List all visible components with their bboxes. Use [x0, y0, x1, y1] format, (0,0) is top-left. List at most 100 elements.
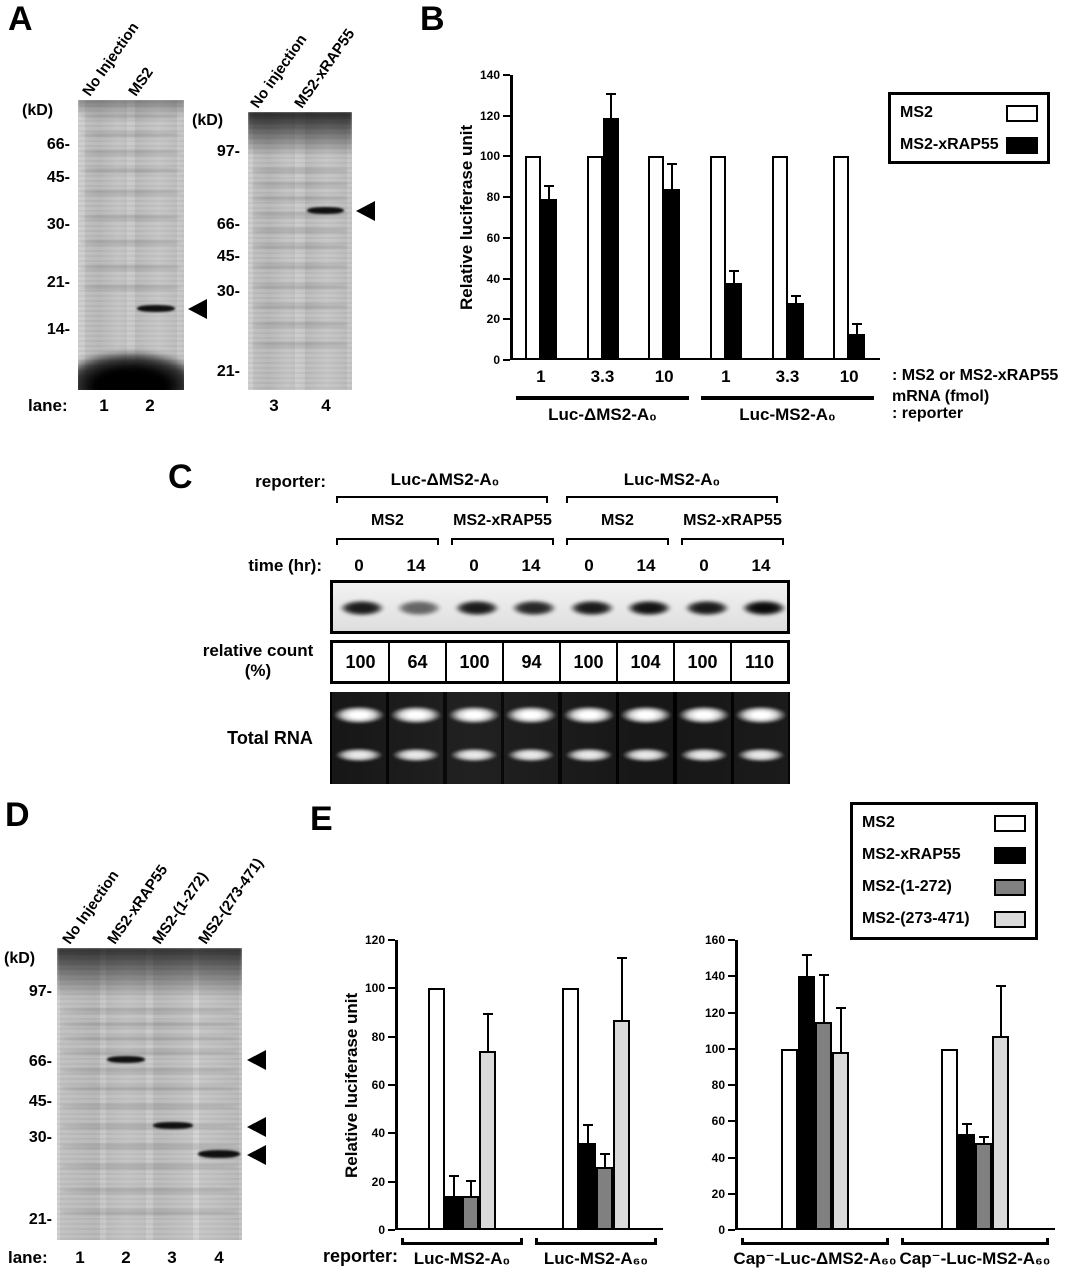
y-tick-label: 40	[371, 1126, 385, 1141]
y-tick-label: 60	[486, 230, 500, 245]
error-bar	[999, 987, 1002, 1037]
rna-band-28s	[505, 706, 558, 724]
lane-number: 1	[99, 396, 109, 415]
y-tick	[503, 277, 510, 280]
gel-faint-band	[60, 1050, 239, 1055]
panel-e-letter: E	[310, 800, 333, 838]
y-tick-label: 60	[371, 1078, 385, 1092]
error-bar-cap	[482, 1012, 493, 1015]
error-bar	[805, 956, 808, 977]
gel-top-smear	[248, 112, 352, 156]
error-bar-cap	[605, 93, 616, 96]
bar-MS2	[524, 156, 541, 360]
bar-MS2-xRAP55	[849, 333, 866, 360]
blot-band	[741, 600, 787, 616]
x-tick-label: 3.3	[590, 367, 615, 386]
y-axis-title: Relative luciferase unit	[457, 124, 476, 311]
blot-band	[683, 600, 730, 616]
time-value: 14	[751, 556, 771, 575]
error-bar	[486, 1014, 489, 1052]
bar-MS2	[428, 988, 445, 1230]
y-axis	[395, 940, 398, 1230]
reporter-group-bracket	[336, 496, 548, 503]
gel-band	[107, 1056, 145, 1063]
gel-faint-band	[60, 1124, 239, 1129]
marker-14: 14-	[46, 321, 70, 338]
error-bar-cap	[961, 1122, 972, 1125]
panel-b-legend: MS2 MS2-xRAP55	[888, 92, 1050, 164]
y-tick-label: 0	[718, 1223, 725, 1237]
error-bar	[822, 976, 825, 1022]
y-tick-label: 100	[364, 981, 385, 996]
marker-30: 30-	[46, 216, 70, 233]
gel-d-kd-label: (kD)	[4, 950, 36, 967]
y-tick-label: 100	[479, 149, 500, 164]
error-bar	[452, 1176, 455, 1197]
time-value: 0	[584, 556, 594, 575]
error-bar	[982, 1137, 985, 1143]
panel-e-legend: MS2 MS2-xRAP55 MS2-(1-272) MS2-(273-471)	[850, 802, 1038, 940]
band-arrowhead-icon	[188, 299, 207, 319]
rna-band-18s	[564, 748, 613, 762]
y-tick	[728, 1229, 735, 1231]
gel-faint-band	[60, 1022, 239, 1027]
gel-a2-kd-label: (kD)	[192, 112, 224, 129]
error-bar	[620, 959, 623, 1020]
x-tick-label: 1	[536, 367, 546, 386]
gel-faint-band	[251, 182, 349, 187]
y-tick-label: 80	[711, 1078, 725, 1092]
rna-band-18s	[392, 748, 441, 762]
y-tick	[728, 1011, 735, 1014]
y-tick	[728, 1156, 735, 1159]
x-axis	[735, 1227, 1055, 1230]
error-bar-cap	[582, 1124, 593, 1127]
legend-row: MS2-xRAP55	[853, 839, 1035, 871]
y-tick	[503, 114, 510, 117]
band-arrowhead-icon	[247, 1050, 266, 1070]
y-tick	[503, 74, 510, 76]
gel-faint-band	[81, 240, 181, 245]
y-tick-label: 20	[486, 312, 500, 327]
rna-band-18s	[449, 748, 498, 762]
marker-21: 21-	[216, 363, 240, 380]
rna-band-28s	[677, 706, 730, 724]
panel-c-letter: C	[168, 458, 193, 496]
legend-label-ms2: MS2	[900, 104, 933, 121]
bar-MS2-(1-272)	[462, 1196, 479, 1230]
x-tick-label: 10	[839, 367, 859, 386]
error-bar	[469, 1181, 472, 1197]
group-label: Luc-MS2-A₆₀	[543, 1249, 649, 1268]
rna-band-18s	[622, 748, 671, 762]
y-tick	[503, 236, 510, 239]
gel-a1-lane-caption: lane:	[28, 396, 68, 415]
gel-lane-streak	[253, 112, 295, 390]
gel-faint-band	[81, 265, 181, 270]
rna-band-28s	[562, 706, 615, 724]
error-bar-cap	[978, 1135, 989, 1138]
error-bar	[965, 1124, 968, 1134]
error-bar-cap	[852, 323, 863, 326]
marker-30: 30-	[28, 1129, 52, 1146]
gel-faint-band	[251, 168, 349, 173]
lane-number: 2	[145, 396, 155, 415]
count-cell: 64	[388, 643, 445, 681]
gel-faint-band	[251, 196, 349, 201]
y-tick-label: 60	[711, 1114, 725, 1129]
y-tick-label: 40	[711, 1150, 725, 1165]
y-tick-label: 120	[364, 933, 385, 947]
gel-a1-column-label-ms2: MS2	[125, 64, 157, 100]
count-cell: 104	[616, 643, 673, 681]
gel-faint-band	[60, 1086, 239, 1091]
condition-label: MS2-xRAP55	[453, 512, 552, 529]
condition-bracket	[336, 538, 439, 545]
gel-faint-band	[60, 1068, 239, 1073]
bar-MS2	[833, 156, 850, 360]
blot-band	[511, 600, 558, 616]
y-tick	[728, 1120, 735, 1123]
reporter-caption: reporter:	[322, 1246, 398, 1266]
legend-label-ms2-273-471: MS2-(273-471)	[862, 910, 970, 927]
group-bracket	[701, 396, 874, 400]
reporter-group-bracket	[566, 496, 778, 503]
y-tick-label: 0	[493, 353, 500, 367]
group-bracket	[401, 1238, 523, 1245]
